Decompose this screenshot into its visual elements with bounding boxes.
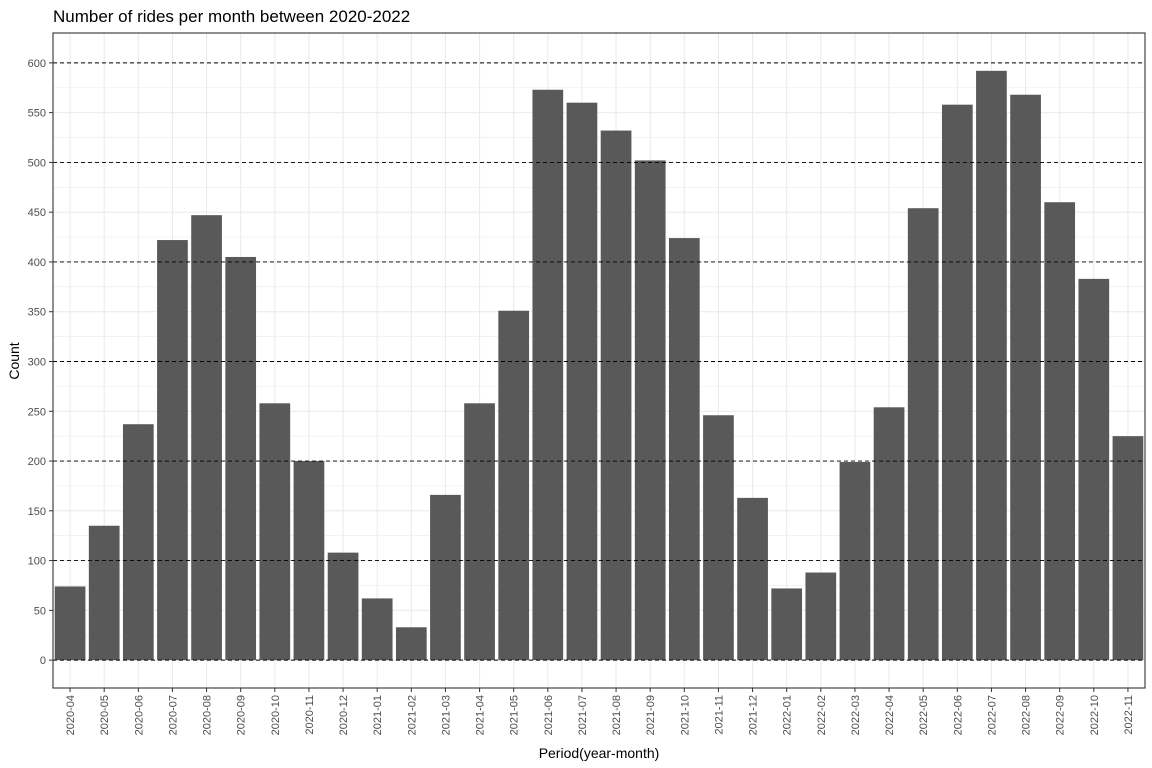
bar-2022-10 xyxy=(1078,278,1110,661)
bar-2020-09 xyxy=(225,256,257,661)
bar-2022-08 xyxy=(1010,94,1041,661)
x-tick-label: 2021-07 xyxy=(577,695,589,735)
x-tick-label: 2020-08 xyxy=(202,695,214,735)
bar-2021-06 xyxy=(532,89,564,661)
x-tick-label: 2020-09 xyxy=(236,695,248,735)
x-tick-label: 2022-06 xyxy=(952,695,964,735)
y-tick-label: 450 xyxy=(28,207,46,219)
x-tick-label: 2020-04 xyxy=(65,695,77,735)
bar-2021-10 xyxy=(668,238,700,661)
x-tick-label: 2022-02 xyxy=(816,695,828,735)
bar-2022-01 xyxy=(771,588,803,661)
x-tick-label: 2020-10 xyxy=(270,695,282,735)
y-tick-label: 150 xyxy=(28,506,46,518)
bar-2020-05 xyxy=(88,525,120,661)
bar-2021-11 xyxy=(703,415,734,661)
bar-2020-12 xyxy=(327,552,359,661)
bar-2020-10 xyxy=(259,403,291,661)
x-tick-label: 2021-10 xyxy=(679,695,691,735)
x-tick-label: 2021-12 xyxy=(748,695,760,735)
bar-2022-06 xyxy=(941,104,973,661)
y-tick-label: 400 xyxy=(28,257,46,269)
x-tick-label: 2022-08 xyxy=(1021,695,1033,735)
x-tick-label: 2022-11 xyxy=(1123,695,1135,735)
bar-2022-04 xyxy=(873,407,905,661)
bar-2022-09 xyxy=(1044,202,1076,661)
y-tick-label: 350 xyxy=(28,307,46,319)
x-tick-label: 2021-06 xyxy=(543,695,555,735)
x-tick-label: 2020-07 xyxy=(167,695,179,735)
x-tick-label: 2021-03 xyxy=(440,695,452,735)
y-tick-label: 250 xyxy=(28,406,46,418)
x-tick-label: 2022-03 xyxy=(850,695,862,735)
y-tick-label: 600 xyxy=(28,58,46,70)
x-tick-label: 2020-11 xyxy=(304,695,316,735)
x-tick-label: 2022-07 xyxy=(986,695,998,735)
x-tick-label: 2021-05 xyxy=(509,695,521,735)
bar-2021-08 xyxy=(600,130,632,661)
x-tick-label: 2021-02 xyxy=(406,695,418,735)
y-tick-label: 300 xyxy=(28,356,46,368)
bar-2021-04 xyxy=(464,403,495,661)
x-tick-label: 2022-05 xyxy=(918,695,930,735)
x-tick-label: 2021-09 xyxy=(645,695,657,735)
bar-2022-11 xyxy=(1112,436,1144,661)
y-tick-label: 100 xyxy=(28,556,46,568)
x-tick-label: 2021-08 xyxy=(611,695,623,735)
bar-2022-02 xyxy=(805,572,837,661)
panel-border xyxy=(52,32,1146,689)
bar-2021-12 xyxy=(737,497,768,661)
bar-2021-03 xyxy=(430,494,461,661)
x-tick-label: 2021-04 xyxy=(475,695,487,735)
bar-2021-07 xyxy=(566,102,598,661)
x-tick-label: 2022-10 xyxy=(1089,695,1101,735)
bar-2021-09 xyxy=(634,160,666,661)
y-tick-label: 0 xyxy=(40,655,46,667)
bar-2020-06 xyxy=(122,424,154,661)
x-axis-title: Period(year-month) xyxy=(539,745,660,761)
bar-2022-05 xyxy=(907,208,939,661)
bar-2022-03 xyxy=(839,462,871,661)
x-tick-label: 2021-11 xyxy=(713,695,725,735)
x-tick-label: 2021-01 xyxy=(372,695,384,735)
bar-2020-04 xyxy=(54,586,86,661)
bar-2020-07 xyxy=(157,240,188,661)
x-tick-label: 2020-06 xyxy=(133,695,145,735)
x-tick-label: 2020-05 xyxy=(99,695,111,735)
y-axis-title: Count xyxy=(6,342,22,379)
x-tick-label: 2022-09 xyxy=(1055,695,1067,735)
y-tick-label: 500 xyxy=(28,157,46,169)
y-tick-label: 200 xyxy=(28,456,46,468)
x-tick-label: 2020-12 xyxy=(338,695,350,735)
chart-title: Number of rides per month between 2020-2… xyxy=(53,7,410,26)
y-tick-label: 550 xyxy=(28,108,46,120)
x-tick-label: 2022-04 xyxy=(884,695,896,735)
bar-2021-01 xyxy=(361,598,393,661)
x-tick-label: 2022-01 xyxy=(782,695,794,735)
y-tick-label: 50 xyxy=(34,605,46,617)
bar-2021-02 xyxy=(395,627,427,661)
bar-2022-07 xyxy=(976,70,1007,661)
bar-2020-08 xyxy=(191,215,222,661)
bar-2021-05 xyxy=(498,310,530,661)
